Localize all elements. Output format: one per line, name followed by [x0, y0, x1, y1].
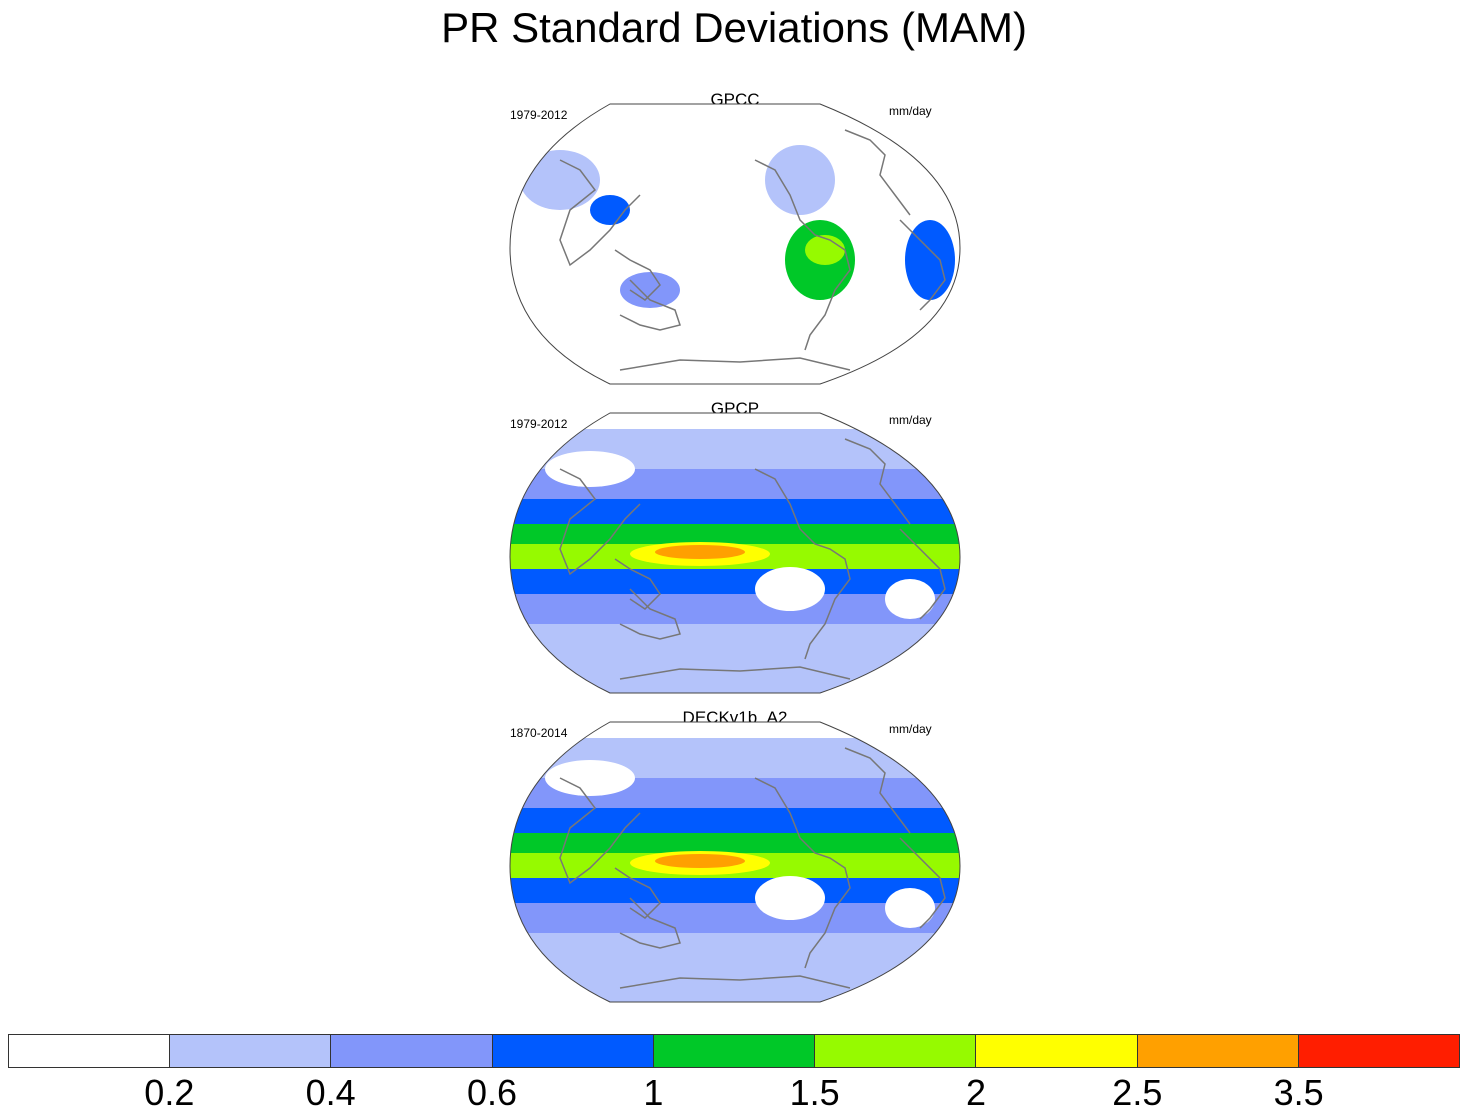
colorbar-swatch — [1137, 1035, 1299, 1067]
colorbar-swatch — [170, 1035, 332, 1067]
colorbar-tick-label: 1 — [643, 1072, 664, 1113]
map-panel-gpcp: GPCP 1979-2012 mm/day — [500, 399, 970, 709]
colorbar-tick-label: 0.6 — [466, 1072, 518, 1113]
colorbar-tick-label: 0.2 — [144, 1072, 195, 1113]
colorbar-tick-label: 3.5 — [1273, 1072, 1324, 1113]
map-panel-gpcc: GPCC 1979-2012 mm/day — [500, 90, 970, 400]
colorbar-swatch — [653, 1035, 816, 1067]
map-gpcp — [509, 412, 961, 694]
panel-units: mm/day — [889, 413, 932, 427]
panel-period: 1979-2012 — [510, 108, 568, 122]
colorbar-swatch — [9, 1035, 171, 1067]
colorbar-tick-label: 1.5 — [789, 1072, 840, 1113]
map-deck — [509, 721, 961, 1003]
panel-units: mm/day — [889, 722, 932, 736]
colorbar-tick-label: 2.5 — [1112, 1072, 1163, 1113]
colorbar-tick-label: 2 — [965, 1072, 987, 1113]
colorbar-swatch — [815, 1035, 977, 1067]
colorbar — [8, 1034, 1460, 1068]
panel-period: 1870-2014 — [510, 726, 568, 740]
colorbar-swatch — [1298, 1035, 1459, 1067]
colorbar-tick-label: 0.4 — [305, 1072, 356, 1113]
map-gpcc — [509, 103, 961, 385]
panel-period: 1979-2012 — [510, 417, 568, 431]
colorbar-swatch — [976, 1035, 1138, 1067]
colorbar-swatch — [492, 1035, 654, 1067]
panel-units: mm/day — [889, 104, 932, 118]
colorbar-swatch — [331, 1035, 493, 1067]
map-panel-deck: DECKv1b_A2 1870-2014 mm/day — [500, 708, 970, 1018]
page-title: PR Standard Deviations (MAM) — [441, 4, 1027, 51]
